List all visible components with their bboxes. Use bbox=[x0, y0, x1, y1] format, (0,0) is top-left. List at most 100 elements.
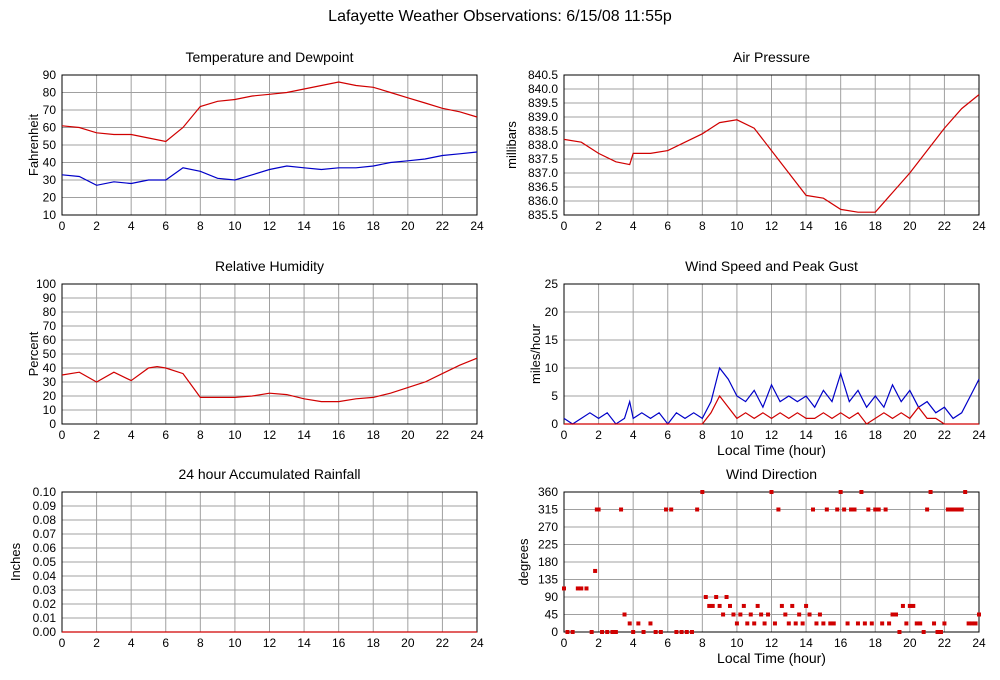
y-tick-label: 839.0 bbox=[528, 110, 558, 124]
y-tick-label: 70 bbox=[43, 319, 57, 333]
data-point bbox=[918, 621, 923, 626]
x-tick-label: 16 bbox=[834, 219, 848, 233]
data-point bbox=[977, 612, 981, 617]
data-point bbox=[600, 630, 605, 634]
pressure-y-axis-label: millibars bbox=[504, 121, 519, 169]
data-point bbox=[869, 621, 874, 626]
pressure-title: Air Pressure bbox=[733, 49, 810, 65]
wind-speed-series-line-1 bbox=[564, 394, 979, 425]
rainfall-y-axis-label: Inches bbox=[8, 542, 23, 581]
y-tick-label: 80 bbox=[43, 305, 57, 319]
x-tick-label: 6 bbox=[162, 219, 169, 233]
data-point bbox=[790, 603, 795, 608]
x-tick-label: 22 bbox=[436, 219, 450, 233]
data-point bbox=[610, 630, 615, 634]
y-tick-label: 837.5 bbox=[528, 152, 558, 166]
data-point bbox=[728, 603, 732, 608]
data-point bbox=[648, 621, 653, 626]
x-tick-label: 10 bbox=[730, 219, 744, 233]
data-point bbox=[779, 603, 784, 608]
data-point bbox=[932, 621, 937, 626]
data-point bbox=[793, 621, 798, 626]
data-point bbox=[745, 621, 750, 626]
wind-direction-title: Wind Direction bbox=[726, 466, 817, 482]
x-tick-label: 2 bbox=[93, 428, 100, 442]
x-tick-label: 18 bbox=[367, 428, 381, 442]
data-point bbox=[890, 612, 895, 617]
y-tick-label: 0.07 bbox=[33, 527, 57, 541]
x-tick-label: 0 bbox=[59, 219, 66, 233]
data-point bbox=[904, 621, 909, 626]
x-tick-label: 6 bbox=[162, 428, 169, 442]
x-tick-label: 24 bbox=[470, 219, 484, 233]
y-tick-label: 836.0 bbox=[528, 194, 558, 208]
y-tick-label: 60 bbox=[43, 333, 57, 347]
data-point bbox=[925, 507, 930, 512]
y-tick-label: 40 bbox=[43, 361, 57, 375]
x-tick-label: 22 bbox=[938, 636, 952, 650]
data-point bbox=[748, 612, 753, 617]
temperature-title: Temperature and Dewpoint bbox=[185, 49, 353, 65]
data-point bbox=[575, 586, 580, 591]
x-tick-label: 10 bbox=[228, 219, 242, 233]
data-point bbox=[883, 507, 888, 512]
data-point bbox=[970, 621, 975, 626]
data-point bbox=[807, 612, 812, 617]
pressure-series-line-0 bbox=[563, 94, 980, 213]
y-tick-label: 0.09 bbox=[33, 499, 57, 513]
x-tick-label: 18 bbox=[869, 428, 883, 442]
y-tick-label: 0.02 bbox=[33, 597, 57, 611]
y-tick-label: 25 bbox=[545, 277, 559, 291]
data-point bbox=[714, 595, 719, 599]
data-point bbox=[952, 507, 957, 512]
x-tick-label: 6 bbox=[162, 636, 169, 650]
data-point bbox=[873, 507, 878, 512]
x-tick-label: 14 bbox=[297, 219, 311, 233]
y-tick-label: 0 bbox=[551, 625, 558, 639]
data-point bbox=[876, 507, 881, 512]
y-tick-label: 90 bbox=[43, 68, 57, 82]
data-point bbox=[842, 507, 847, 512]
data-point bbox=[887, 621, 892, 626]
x-tick-label: 22 bbox=[938, 428, 952, 442]
x-tick-label: 0 bbox=[59, 428, 66, 442]
y-tick-label: 840.5 bbox=[528, 68, 558, 82]
data-point bbox=[622, 612, 627, 617]
data-point bbox=[562, 586, 566, 591]
data-point bbox=[966, 621, 971, 626]
x-tick-label: 20 bbox=[903, 219, 917, 233]
x-tick-label: 12 bbox=[263, 428, 277, 442]
data-point bbox=[811, 507, 815, 512]
data-point bbox=[914, 621, 919, 626]
x-tick-label: 2 bbox=[93, 219, 100, 233]
y-tick-label: 840.0 bbox=[528, 82, 558, 96]
data-point bbox=[849, 507, 854, 512]
data-point bbox=[831, 621, 836, 626]
x-tick-label: 16 bbox=[834, 428, 848, 442]
x-tick-label: 20 bbox=[401, 219, 415, 233]
y-tick-label: 0 bbox=[49, 417, 56, 431]
data-point bbox=[942, 621, 947, 626]
x-tick-label: 20 bbox=[401, 428, 415, 442]
x-tick-label: 8 bbox=[197, 636, 204, 650]
x-tick-label: 18 bbox=[869, 219, 883, 233]
data-point bbox=[897, 630, 902, 634]
data-point bbox=[786, 621, 791, 626]
data-point bbox=[852, 507, 857, 512]
data-point bbox=[593, 568, 598, 573]
data-point bbox=[741, 603, 746, 608]
y-tick-label: 0.06 bbox=[33, 541, 57, 555]
y-tick-label: 80 bbox=[43, 86, 57, 100]
x-tick-label: 12 bbox=[263, 219, 277, 233]
data-point bbox=[631, 630, 636, 634]
x-tick-label: 6 bbox=[664, 428, 671, 442]
data-point bbox=[766, 612, 771, 617]
x-tick-label: 8 bbox=[699, 219, 706, 233]
x-tick-label: 14 bbox=[799, 428, 813, 442]
data-point bbox=[710, 603, 715, 608]
x-tick-label: 12 bbox=[765, 219, 779, 233]
x-tick-label: 10 bbox=[730, 636, 744, 650]
data-point bbox=[935, 630, 940, 634]
